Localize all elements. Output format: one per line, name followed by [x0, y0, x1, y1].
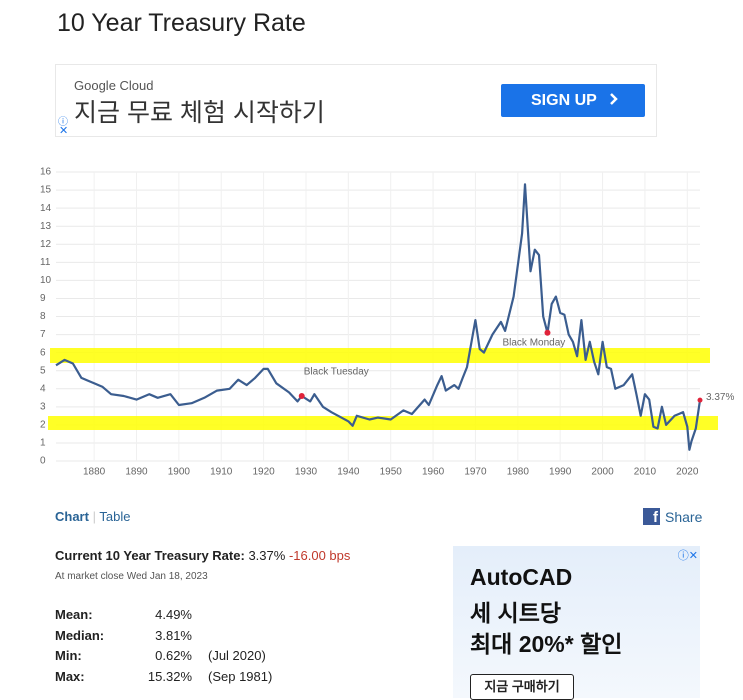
y-tick-label: 12 — [40, 239, 52, 250]
as-of: At market close Wed Jan 18, 2023 — [55, 571, 208, 582]
y-tick-label: 16 — [40, 167, 52, 178]
stat-label: Median: — [55, 627, 105, 643]
stats-table: Mean: 4.49% Median: 3.81% Min: 0.62% (Jul 2020… — [55, 607, 272, 689]
top-ad[interactable]: Google Cloud 지금 무료 체험 시작하기 ⓘ ✕ SIGN UP — [55, 64, 657, 137]
x-tick-label: 1890 — [125, 467, 148, 478]
x-tick-label: 2010 — [634, 467, 657, 478]
x-tick-label: 2000 — [591, 467, 614, 478]
current-value: 3.37% — [248, 548, 286, 563]
x-tick-label: 1970 — [464, 467, 487, 478]
stat-value: 0.62% — [155, 648, 192, 663]
y-tick-label: 15 — [40, 185, 52, 196]
x-tick-label: 1940 — [337, 467, 360, 478]
chart-tab[interactable]: Chart — [55, 509, 89, 524]
ad-close-icon[interactable]: ✕ — [59, 125, 69, 137]
y-tick-label: 4 — [40, 383, 46, 394]
x-tick-label: 1880 — [83, 467, 106, 478]
end-point — [697, 397, 703, 403]
current-change: -16.00 bps — [288, 548, 351, 563]
ad-line: 세 시트당 — [470, 600, 562, 626]
annotation-label: Black Monday — [502, 337, 565, 348]
y-tick-label: 11 — [40, 257, 51, 268]
stat-label: Max: — [55, 668, 85, 684]
stats-row: Max: 15.32% (Sep 1981) — [55, 669, 272, 690]
stat-value: 15.32% — [147, 668, 192, 684]
x-tick-label: 1900 — [168, 467, 191, 478]
y-tick-label: 9 — [40, 293, 46, 304]
ad-brand: Google Cloud — [74, 78, 154, 93]
y-tick-label: 1 — [40, 438, 46, 449]
ad-line: AutoCAD — [470, 564, 573, 590]
current-label: Current 10 Year Treasury Rate: — [55, 548, 245, 563]
stat-date: (Jul 2020) — [208, 648, 266, 663]
y-tick-label: 8 — [40, 311, 46, 322]
annotation-point — [544, 329, 551, 336]
annotation-point — [298, 392, 305, 399]
x-tick-label: 1960 — [422, 467, 445, 478]
stat-value: 3.81% — [155, 627, 192, 643]
ad-info-icon[interactable]: ⓘ✕ — [677, 550, 698, 562]
stats-row: Min: 0.62% (Jul 2020) — [55, 648, 272, 669]
x-tick-label: 1910 — [210, 467, 233, 478]
ad-headline: 지금 무료 체험 시작하기 — [74, 99, 325, 127]
value-label: 3.37% — [706, 392, 734, 403]
annotation-label: Black Tuesday — [304, 367, 369, 378]
ad-button[interactable]: SIGN UP — [501, 84, 645, 117]
x-tick-label: 1990 — [549, 467, 572, 478]
chevron-icon — [610, 93, 618, 105]
x-tick-label: 2020 — [676, 467, 699, 478]
x-tick-label: 1930 — [295, 467, 318, 478]
side-ad[interactable]: ⓘ✕ AutoCAD 세 시트당 최대 20%* 할인 지금 구매하기 — [453, 546, 700, 700]
ad-info-icon[interactable]: ⓘ — [58, 117, 68, 128]
stat-date: (Sep 1981) — [208, 668, 273, 684]
page-title: 10 Year Treasury Rate — [57, 9, 306, 37]
highlight-band — [48, 416, 718, 430]
y-tick-label: 5 — [40, 365, 46, 376]
y-tick-label: 3 — [40, 401, 46, 412]
y-tick-label: 13 — [40, 221, 52, 232]
line — [55, 183, 702, 451]
current-rate: Current 10 Year Treasury Rate: 3.37% -16… — [55, 548, 350, 563]
stats-row: Median: 3.81% — [55, 628, 272, 649]
share-button[interactable]: f Share — [643, 508, 703, 526]
share-label: Share — [665, 508, 703, 525]
x-tick-label: 1950 — [380, 467, 403, 478]
y-tick-label: 6 — [40, 347, 46, 358]
ad-button[interactable]: 지금 구매하기 — [470, 674, 574, 700]
stat-label: Mean: — [55, 607, 93, 622]
y-tick-label: 10 — [40, 275, 52, 286]
facebook-icon: f — [643, 508, 660, 526]
stat-label: Min: — [55, 648, 82, 663]
y-tick-label: 0 — [40, 456, 46, 467]
stat-value: 4.49% — [155, 607, 192, 622]
ad-line: 최대 20%* 할인 — [470, 631, 623, 657]
highlight-band — [50, 348, 710, 363]
table-tab[interactable]: Table — [99, 509, 131, 524]
y-tick-label: 2 — [40, 420, 46, 431]
ad-button-label: SIGN UP — [531, 92, 597, 109]
x-tick-label: 1980 — [507, 467, 530, 478]
x-tick-label: 1920 — [252, 467, 275, 478]
y-tick-label: 14 — [40, 203, 52, 214]
stats-row: Mean: 4.49% — [55, 607, 272, 628]
tabs: Chart | Table — [55, 509, 131, 524]
y-tick-label: 7 — [40, 329, 46, 340]
